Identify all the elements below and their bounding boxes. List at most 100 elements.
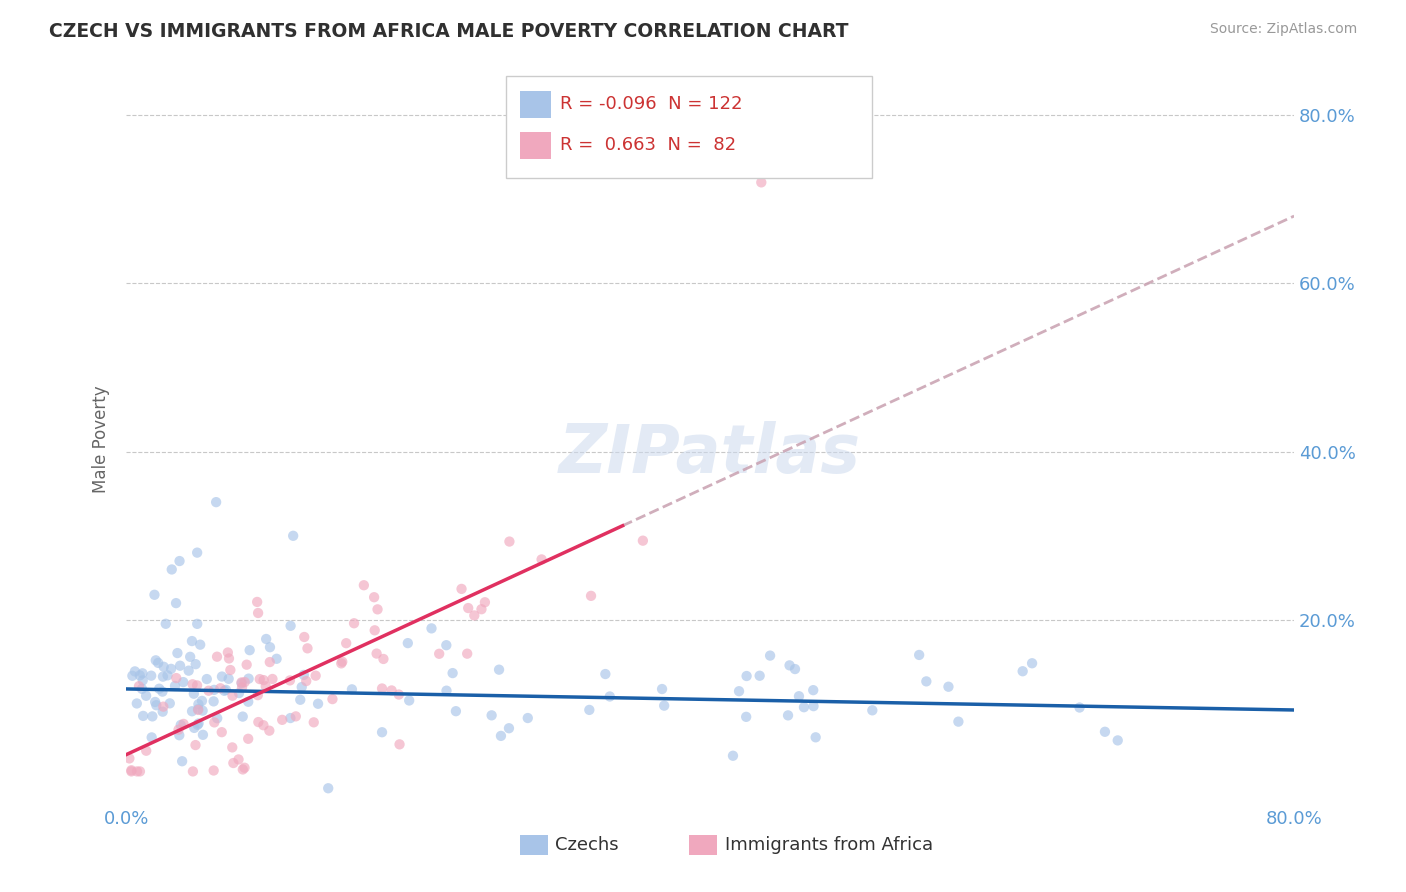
Point	[330, 655, 353, 669]
Point	[470, 602, 492, 616]
Point	[238, 731, 260, 746]
Point	[938, 680, 960, 694]
Point	[441, 666, 464, 681]
Point	[205, 495, 228, 509]
Point	[436, 683, 458, 698]
Point	[169, 554, 191, 568]
Point	[231, 676, 253, 690]
Point	[160, 662, 183, 676]
Point	[231, 675, 253, 690]
Point	[292, 630, 315, 644]
Point	[181, 634, 204, 648]
Point	[759, 648, 782, 663]
Text: Czechs: Czechs	[555, 836, 619, 854]
Point	[321, 692, 343, 706]
Point	[172, 754, 194, 768]
Point	[205, 649, 228, 664]
Point	[804, 731, 827, 745]
Point	[187, 718, 209, 732]
Point	[239, 643, 262, 657]
Point	[254, 679, 277, 693]
Point	[120, 764, 142, 779]
Point	[121, 669, 143, 683]
Point	[169, 728, 191, 742]
Point	[259, 640, 281, 655]
Point	[135, 744, 157, 758]
Point	[307, 697, 329, 711]
Point	[249, 672, 271, 686]
Point	[145, 698, 167, 713]
Point	[498, 721, 520, 735]
Point	[388, 688, 411, 702]
Point	[131, 666, 153, 681]
Point	[343, 616, 366, 631]
Point	[420, 621, 443, 635]
Point	[266, 652, 288, 666]
Point	[280, 711, 302, 725]
Point	[748, 669, 770, 683]
Point	[197, 683, 219, 698]
Point	[181, 704, 204, 718]
Point	[170, 718, 193, 732]
Point	[373, 652, 395, 666]
Point	[186, 616, 208, 631]
Point	[735, 710, 758, 724]
Point	[651, 681, 673, 696]
Point	[366, 647, 388, 661]
Point	[371, 725, 394, 739]
Point	[181, 677, 204, 691]
Point	[173, 717, 195, 731]
Point	[233, 675, 256, 690]
Point	[141, 709, 163, 723]
Point	[434, 638, 457, 652]
Point	[364, 624, 387, 638]
Point	[219, 663, 242, 677]
Point	[860, 703, 883, 717]
Point	[247, 714, 270, 729]
Point	[145, 653, 167, 667]
Point	[803, 699, 825, 714]
Point	[187, 703, 209, 717]
Point	[578, 703, 600, 717]
Point	[187, 716, 209, 731]
Point	[152, 705, 174, 719]
Point	[302, 715, 325, 730]
Point	[252, 673, 274, 687]
Point	[1021, 657, 1043, 671]
Point	[721, 748, 744, 763]
Point	[948, 714, 970, 729]
Point	[183, 721, 205, 735]
Point	[427, 647, 450, 661]
Point	[209, 681, 232, 696]
Y-axis label: Male Poverty: Male Poverty	[93, 385, 110, 493]
Point	[246, 595, 269, 609]
Point	[246, 688, 269, 702]
Point	[481, 708, 503, 723]
Point	[595, 667, 617, 681]
Point	[530, 552, 553, 566]
Point	[152, 670, 174, 684]
Point	[457, 601, 479, 615]
Point	[474, 595, 496, 609]
Point	[152, 699, 174, 714]
Point	[652, 698, 675, 713]
Point	[908, 648, 931, 662]
Point	[283, 529, 305, 543]
Point	[141, 668, 163, 682]
Point	[156, 668, 179, 682]
Point	[186, 678, 208, 692]
Point	[259, 723, 281, 738]
Point	[221, 740, 243, 755]
Point	[125, 764, 148, 779]
Point	[291, 680, 314, 694]
Point	[191, 694, 214, 708]
Point	[188, 638, 211, 652]
Point	[132, 709, 155, 723]
Point	[793, 700, 815, 714]
Point	[801, 683, 824, 698]
Point	[599, 690, 621, 704]
Point	[330, 657, 353, 671]
Point	[169, 658, 191, 673]
Text: R = -0.096  N = 122: R = -0.096 N = 122	[560, 95, 742, 113]
Point	[172, 675, 194, 690]
